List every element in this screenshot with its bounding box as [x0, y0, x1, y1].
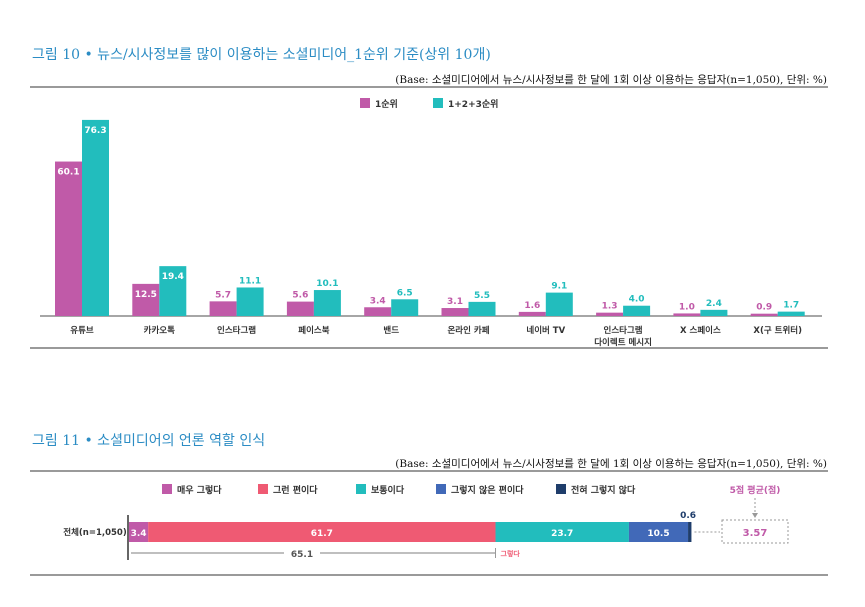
data-label: 4.0: [629, 295, 645, 305]
bar: [391, 299, 419, 316]
bar: [750, 313, 778, 316]
figure11-bottom-rule: [30, 574, 828, 576]
bar-segment: [688, 522, 692, 542]
bar: [545, 292, 573, 316]
category-label: 유튜브: [70, 326, 94, 336]
legend-swatch: [556, 484, 566, 494]
bar: [441, 308, 469, 316]
legend-label: 보통이다: [371, 484, 405, 496]
data-label: 3.4: [370, 296, 386, 306]
bar: [777, 311, 805, 316]
arrow-down-icon: [752, 513, 758, 518]
bar: [82, 119, 109, 316]
data-label: 0.6: [680, 511, 696, 521]
bar: [596, 312, 624, 316]
data-label: 5.5: [474, 291, 490, 301]
category-label: 밴드: [383, 325, 399, 336]
bar-segment: [495, 522, 629, 542]
category-label: 다이렉트 메시지: [594, 337, 652, 348]
bar: [313, 290, 341, 316]
bar: [468, 301, 496, 316]
sum-label-bg: [284, 546, 320, 560]
figure10-bottom-rule: [30, 347, 828, 349]
data-label: 1.6: [524, 301, 540, 311]
data-label: 23.7: [551, 529, 573, 539]
data-label: 5.6: [292, 291, 308, 301]
legend-swatch: [162, 484, 172, 494]
bar: [286, 301, 314, 316]
bar-segment: [129, 522, 149, 542]
legend-label: 그런 편이다: [273, 484, 318, 496]
data-label: 1.0: [679, 302, 695, 312]
bar: [623, 305, 651, 316]
figure10-base-note: (Base: 소셜미디어에서 뉴스/시사정보를 한 달에 1회 이상 이용하는 …: [395, 74, 827, 86]
data-label: 5.7: [215, 290, 231, 300]
bar: [700, 309, 728, 316]
bar: [236, 287, 264, 316]
bar: [55, 161, 82, 316]
figure10-title: 그림 10 • 뉴스/시사정보를 많이 이용하는 소셜미디어_1순위 기준(상위…: [32, 47, 491, 63]
legend-swatch: [360, 98, 370, 108]
category-label: 페이스북: [298, 325, 329, 336]
data-label: 61.7: [311, 529, 333, 539]
category-label: 전체(n=1,050): [63, 527, 127, 538]
figure11-title: 그림 11 • 소셜미디어의 언론 역할 인식: [32, 433, 266, 449]
data-label: 10.1: [316, 279, 338, 289]
figure11-base-note: (Base: 소셜미디어에서 뉴스/시사정보를 한 달에 1회 이상 이용하는 …: [395, 458, 827, 470]
category-label: 인스타그램: [217, 325, 256, 336]
data-label: 10.5: [647, 529, 669, 539]
data-label: 1.7: [783, 301, 799, 311]
category-label: 인스타그램: [604, 325, 643, 336]
data-label: 0.9: [756, 303, 772, 313]
data-label: 12.5: [135, 290, 157, 300]
figure10-top-rule: [30, 86, 828, 88]
data-label: 1.3: [602, 302, 618, 312]
bar: [159, 266, 187, 316]
legend-label: 전혀 그렇지 않다: [571, 484, 636, 496]
sum-value: 65.1: [291, 550, 313, 560]
data-label: 60.1: [57, 168, 79, 178]
bar: [132, 283, 160, 316]
data-label: 2.4: [706, 299, 722, 309]
legend-label: 그렇지 않은 편이다: [451, 484, 524, 496]
data-label: 9.1: [551, 282, 567, 292]
bar: [209, 301, 237, 316]
figure11-chart: 매우 그렇다 그런 편이다 보통이다 그렇지 않은 편이다 전혀 그렇지 않다 5점 평균…: [63, 484, 789, 560]
bar: [673, 313, 701, 316]
sum-label: 그렇다: [501, 549, 521, 558]
bar-segment: [148, 522, 496, 542]
avg-label: 5점 평균(점): [730, 484, 781, 496]
data-label: 11.1: [239, 276, 261, 286]
bar-segment: [628, 522, 689, 542]
avg-value: 3.57: [743, 528, 768, 539]
data-label: 76.3: [84, 126, 106, 136]
figure11-top-rule: [30, 470, 828, 472]
legend-label: 매우 그렇다: [177, 484, 222, 496]
legend-swatch: [258, 484, 268, 494]
bar: [364, 307, 392, 316]
bar: [518, 311, 546, 316]
category-label: 온라인 카페: [447, 325, 489, 336]
legend-label: 1순위: [375, 98, 398, 110]
category-label: X(구 트위터): [753, 325, 802, 336]
figure10-chart: 1순위 1+2+3순위 60.1 76.3 유튜브 12.5 19.4 카카오톡 5.7 11.1…: [40, 98, 822, 348]
category-label: 네이버 TV: [526, 325, 565, 336]
data-label: 19.4: [162, 272, 184, 282]
legend-label: 1+2+3순위: [448, 98, 498, 110]
data-label: 3.1: [447, 297, 463, 307]
legend-swatch: [433, 98, 443, 108]
data-label: 3.4: [131, 529, 147, 539]
data-label: 6.5: [397, 288, 413, 298]
legend-swatch: [436, 484, 446, 494]
avg-box: [721, 519, 789, 544]
category-label: X 스페이스: [680, 325, 721, 336]
legend-swatch: [356, 484, 366, 494]
category-label: 카카오톡: [144, 325, 175, 336]
